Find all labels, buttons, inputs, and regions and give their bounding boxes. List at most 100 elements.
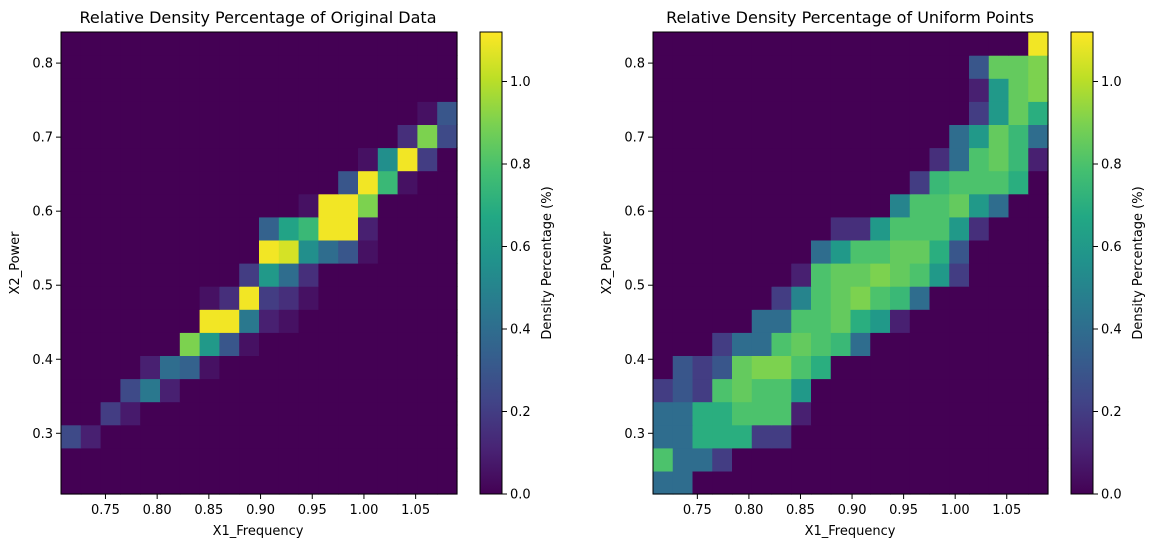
heatmap-cell xyxy=(397,263,418,287)
heatmap-cell xyxy=(653,447,674,472)
heatmap-cell xyxy=(811,147,832,172)
heatmap-cell xyxy=(338,263,359,287)
y-ticks: 0.3 0.4 0.5 0.6 0.7 0.8 xyxy=(32,57,61,442)
heatmap-cell xyxy=(909,401,931,426)
heatmap-cell xyxy=(179,424,201,449)
heatmap-cell xyxy=(219,355,240,380)
heatmap-cell xyxy=(437,263,458,287)
heatmap-cell xyxy=(80,263,102,287)
colorbar-tick-label: 1.0 xyxy=(1101,75,1122,90)
heatmap-cell xyxy=(771,447,792,472)
heatmap-cell xyxy=(199,378,220,403)
heatmap-cell xyxy=(850,286,871,310)
heatmap-cell xyxy=(397,332,418,356)
heatmap-cell xyxy=(120,170,141,195)
heatmap-cell xyxy=(771,470,792,495)
heatmap-cell xyxy=(929,170,950,195)
heatmap-cell xyxy=(61,78,82,102)
heatmap-cell xyxy=(653,286,674,310)
heatmap-cell xyxy=(278,124,300,149)
heatmap-cell xyxy=(929,193,950,218)
heatmap-cell xyxy=(830,147,852,172)
heatmap-cell xyxy=(969,332,990,356)
heatmap-cell xyxy=(61,55,82,79)
heatmap-cell xyxy=(830,239,852,264)
heatmap-cell xyxy=(160,101,181,125)
heatmap-cell xyxy=(140,78,161,102)
heatmap-cell xyxy=(318,355,339,380)
colorbar-tick-label: 0.6 xyxy=(1101,240,1122,255)
heatmap-cell xyxy=(61,239,82,264)
heatmap-cell xyxy=(417,147,438,172)
heatmap-cell xyxy=(1028,355,1049,380)
heatmap-cell xyxy=(61,401,82,426)
heatmap-cell xyxy=(870,124,891,149)
heatmap-cell xyxy=(870,470,891,495)
heatmap-cell xyxy=(140,470,161,495)
heatmap-cell xyxy=(751,470,773,495)
heatmap-cell xyxy=(712,147,733,172)
heatmap-cell xyxy=(653,355,674,380)
heatmap-cell xyxy=(160,32,181,56)
colorbar-tick-label: 0.6 xyxy=(510,240,531,255)
heatmap-cell xyxy=(712,124,733,149)
heatmap-cell xyxy=(100,239,121,264)
colorbar-tick-label: 0.0 xyxy=(1101,488,1122,503)
heatmap-cell xyxy=(653,309,674,333)
heatmap-cell xyxy=(771,309,792,333)
heatmap-cell xyxy=(318,147,339,172)
heatmap-cell xyxy=(732,78,753,102)
heatmap-cell xyxy=(791,401,812,426)
heatmap-cell xyxy=(140,170,161,195)
heatmap-cell xyxy=(417,355,438,380)
heatmap-cell xyxy=(278,470,300,495)
heatmap-cell xyxy=(909,239,931,264)
heatmap-cell xyxy=(890,124,911,149)
heatmap-cell xyxy=(120,124,141,149)
heatmap-cell xyxy=(1028,401,1049,426)
heatmap-cell xyxy=(298,32,319,56)
heatmap-cell xyxy=(890,447,911,472)
heatmap-cell xyxy=(318,101,339,125)
heatmap-cell xyxy=(259,55,280,79)
heatmap-cell xyxy=(811,286,832,310)
heatmap-cell xyxy=(298,193,319,218)
heatmap-cell xyxy=(653,170,674,195)
heatmap-cell xyxy=(377,401,399,426)
heatmap-cell xyxy=(811,447,832,472)
heatmap-cell xyxy=(80,216,102,241)
y-tick-label: 0.6 xyxy=(32,205,53,220)
heatmap-cell xyxy=(61,286,82,310)
heatmap-cell xyxy=(239,170,260,195)
x-tick-label: 0.85 xyxy=(786,503,815,518)
heatmap-cell xyxy=(692,32,713,56)
heatmap-cell xyxy=(771,286,792,310)
heatmap-cell xyxy=(437,447,458,472)
heatmap-cell xyxy=(909,309,931,333)
heatmap-cell xyxy=(653,78,674,102)
heatmap-cell xyxy=(140,286,161,310)
colorbar-tick-label: 0.0 xyxy=(510,488,531,503)
heatmap-cell xyxy=(692,101,713,125)
heatmap-cell xyxy=(949,355,970,380)
heatmap-cell xyxy=(100,124,121,149)
heatmap-cell xyxy=(890,286,911,310)
heatmap-cell xyxy=(298,170,319,195)
chart-right: Relative Density Percentage of Uniform P… xyxy=(600,8,1146,539)
heatmap-cell xyxy=(377,447,399,472)
heatmap-cell xyxy=(61,32,82,56)
heatmap-cell xyxy=(278,447,300,472)
heatmap-cell xyxy=(672,170,694,195)
heatmap-cell xyxy=(870,355,891,380)
heatmap-cell xyxy=(219,147,240,172)
heatmap-cell xyxy=(791,32,812,56)
heatmap-cell xyxy=(120,32,141,56)
heatmap-cell xyxy=(929,78,950,102)
heatmap-cell xyxy=(61,447,82,472)
heatmap-cell xyxy=(358,355,379,380)
x-tick-label: 0.95 xyxy=(298,503,327,518)
heatmap-cell xyxy=(437,101,458,125)
heatmap-cell xyxy=(653,147,674,172)
heatmap-cell xyxy=(358,286,379,310)
heatmap-cell xyxy=(791,216,812,241)
